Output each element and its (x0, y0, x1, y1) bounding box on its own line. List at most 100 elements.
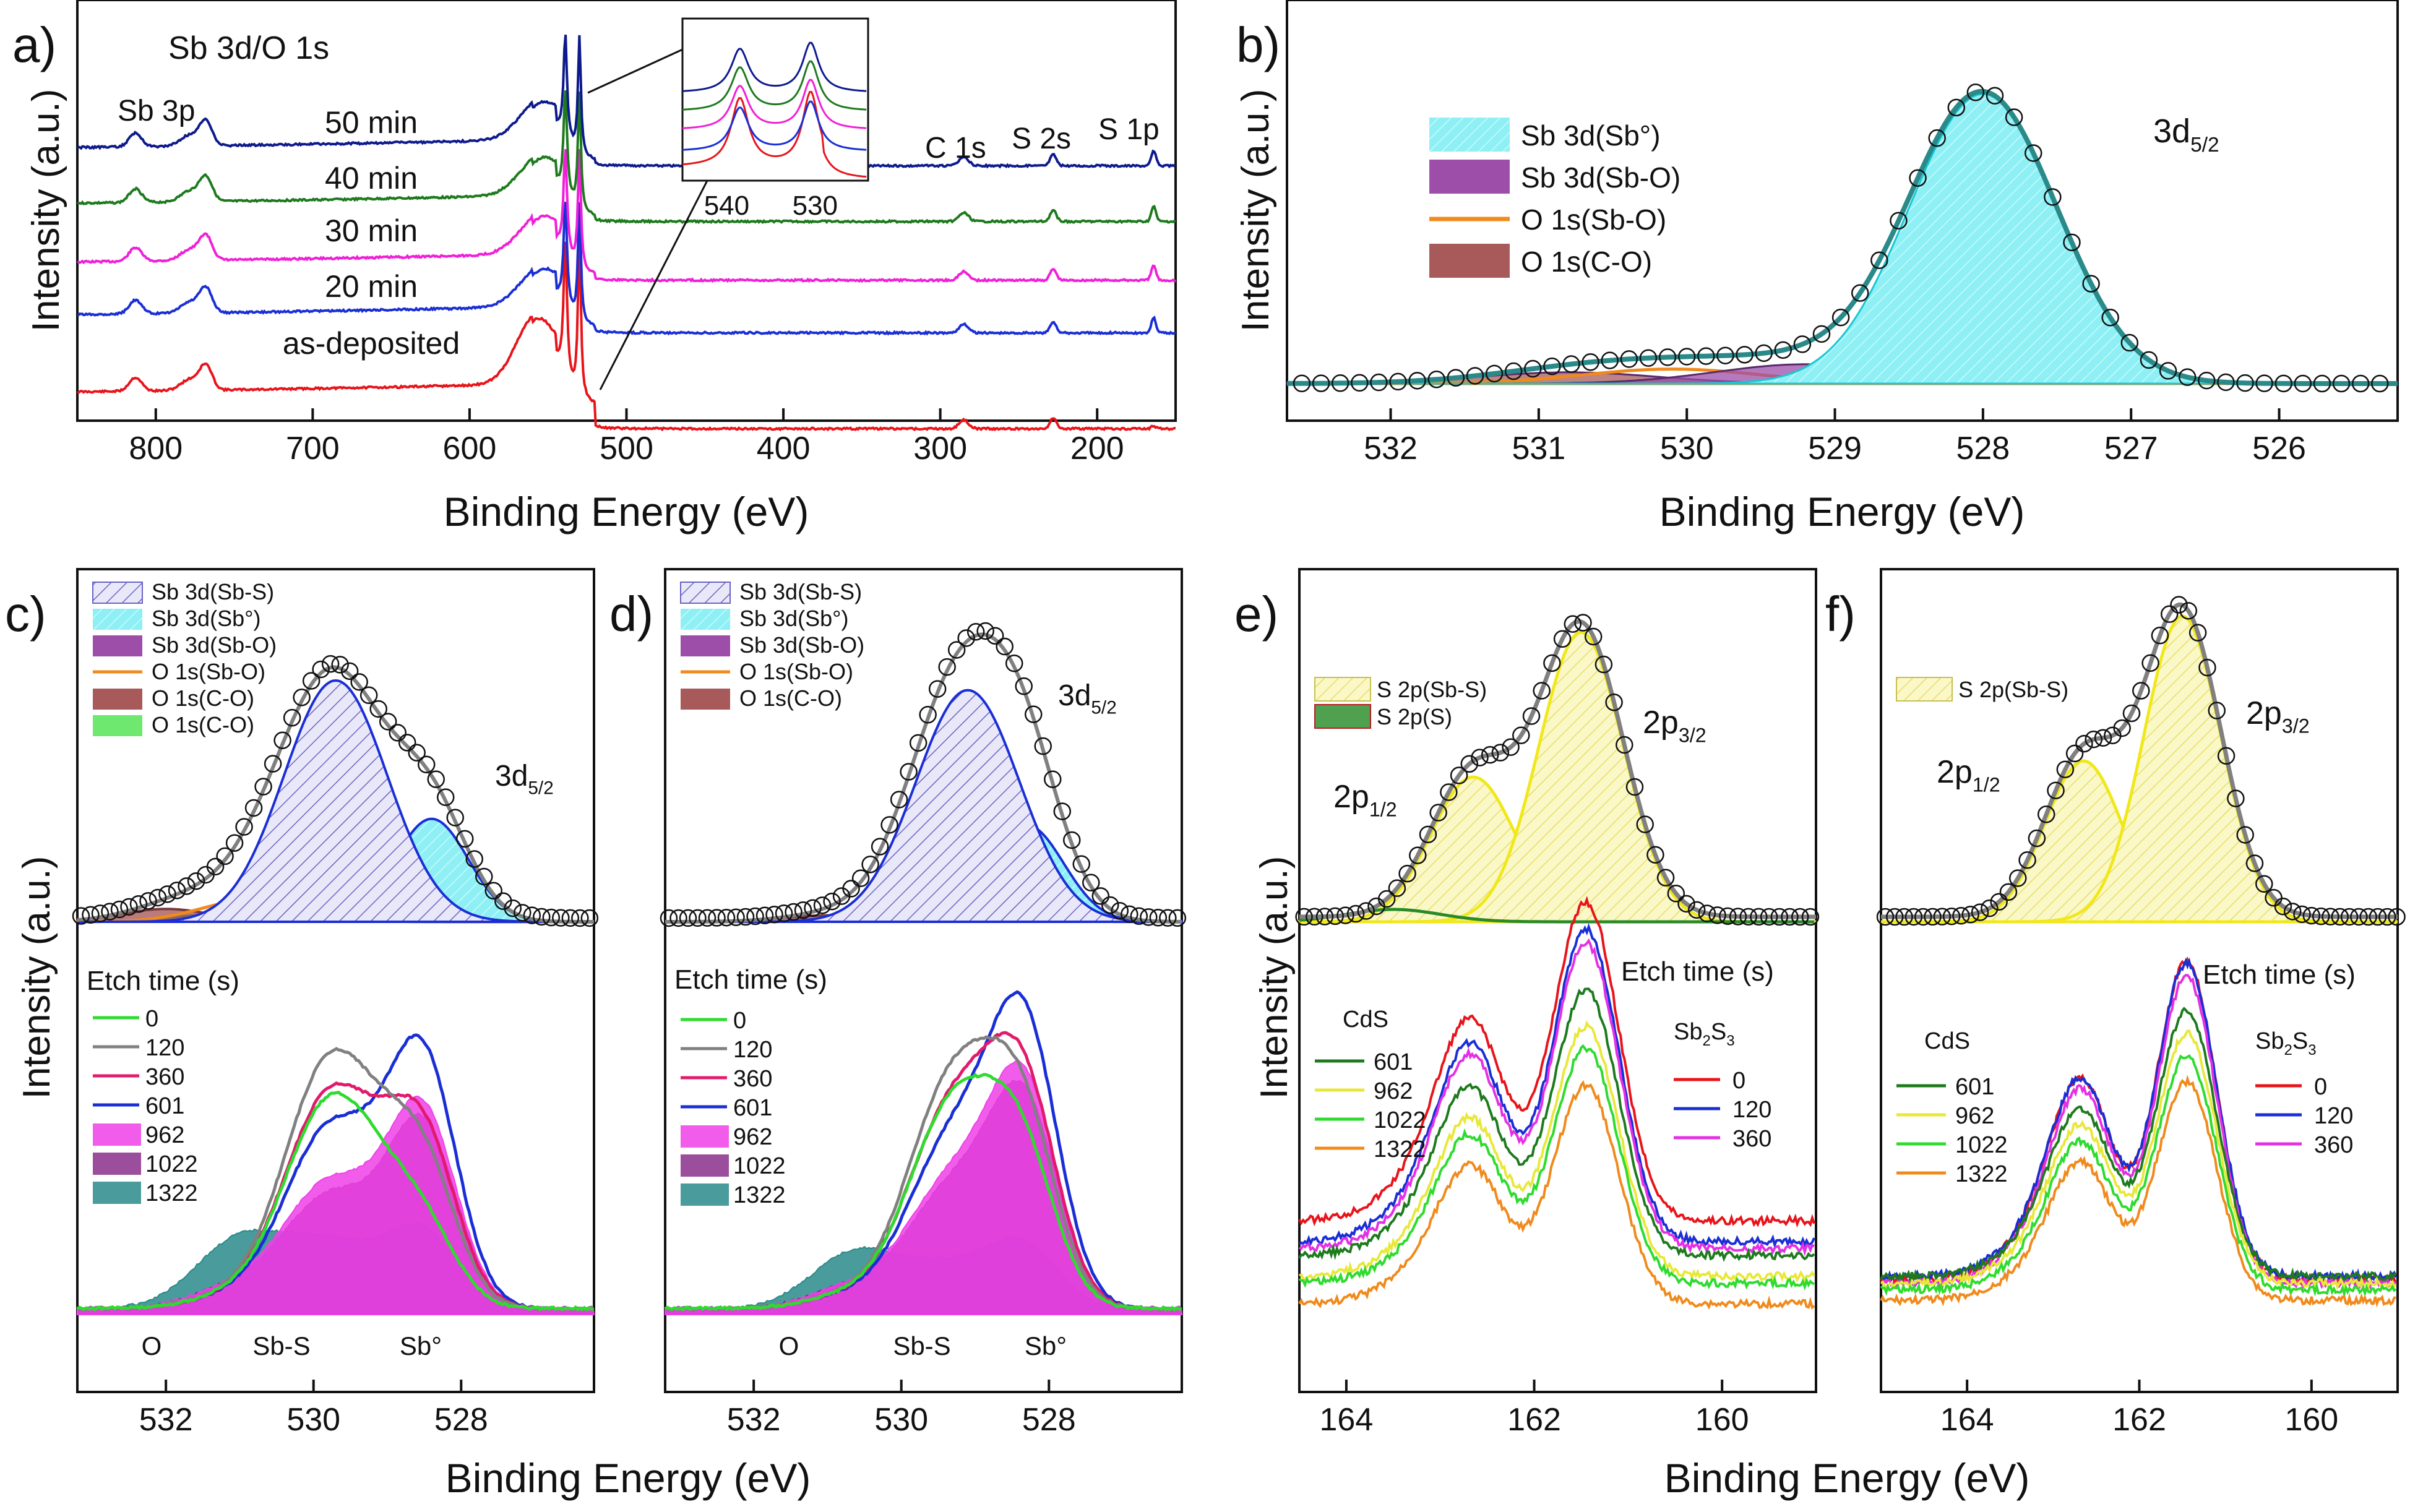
legend-label: O 1s(Sb-O) (152, 659, 265, 684)
data-point (1357, 902, 1375, 920)
data-point (427, 770, 445, 788)
data-point (717, 908, 736, 927)
axis-a-tick-label: 800 (129, 431, 183, 466)
axis-b-tick-label: 532 (1364, 431, 1418, 466)
data-point (456, 830, 474, 848)
data-point (2255, 374, 2273, 392)
data-point (1440, 783, 1458, 801)
data-point (1044, 770, 1062, 788)
data-point (1293, 374, 1311, 393)
axis-a-tick-label: 700 (286, 431, 340, 466)
legend-label: Sb 3d(Sb-O) (1521, 161, 1681, 194)
region-label: Sb-S (252, 1331, 310, 1360)
series-line-as-deposited (77, 234, 1176, 432)
data-point (321, 655, 340, 673)
data-point (1904, 908, 1923, 926)
data-point (1729, 908, 1747, 926)
inset-tick-label: 540 (704, 191, 749, 221)
data-point (1793, 335, 1812, 353)
data-point (1698, 904, 1716, 922)
legend-swatch (1429, 244, 1510, 278)
data-point (1331, 374, 1349, 392)
series-line-30-min (77, 148, 1177, 283)
etch-line-601 (1880, 1007, 2397, 1283)
data-point (1639, 349, 1658, 367)
data-point (976, 622, 994, 640)
etch-legend-label: 962 (145, 1122, 184, 1148)
axis-plotC-tick-label: 528 (434, 1402, 488, 1438)
common-xlabel-right: Binding Energy (eV) (1664, 1455, 2030, 1501)
data-point (2178, 368, 2197, 386)
component-Sb 3d(Sb-S) (665, 689, 1183, 923)
data-point (2313, 374, 2331, 393)
data-point (216, 847, 234, 866)
data-point (1831, 308, 1850, 327)
data-point (514, 904, 531, 922)
data-point (2018, 851, 2036, 869)
data-point (129, 895, 148, 913)
legend-swatch (681, 635, 730, 656)
data-point (2293, 905, 2311, 924)
etch-legend-label: 0 (733, 1008, 746, 1034)
legend-label: Sb 3d(Sb-S) (739, 579, 862, 604)
data-point (2208, 702, 2226, 719)
axis-a-tick-label: 500 (600, 431, 653, 466)
data-point (542, 908, 561, 927)
data-point (1755, 344, 1773, 363)
panel-e: 164 162 160 S 2p(Sb-S)S 2p(S) 2p1/2 2p3/2 Etch… (1234, 568, 1820, 1438)
data-point (2005, 108, 2023, 126)
data-point (2312, 907, 2330, 926)
panel-c: 532 530 528 Sb 3d(Sb-S)Sb 3d(Sb°)Sb 3d(Sb-O… (5, 568, 599, 1438)
data-point (139, 892, 157, 910)
data-point (178, 877, 196, 895)
data-point (1886, 908, 1904, 926)
data-point (2009, 869, 2027, 887)
data-point (1522, 707, 1541, 725)
axis-plotF-tick-label: 162 (2112, 1402, 2166, 1438)
axis-a-tick-label: 300 (913, 431, 967, 466)
data-point (2037, 805, 2055, 823)
data-point (842, 880, 860, 898)
data-point (1870, 251, 1888, 269)
axis-plotF-tick-label: 164 (1940, 1402, 1994, 1438)
etch-line-1322 (1880, 1075, 2396, 1308)
data-point (1620, 350, 1638, 368)
data-point (986, 627, 1004, 645)
data-point (823, 892, 841, 911)
data-point (689, 909, 707, 927)
envelope-line (1287, 88, 2398, 386)
data-point (1466, 367, 1484, 385)
legend-swatch (1314, 677, 1371, 702)
peak-label-c1s: C 1s (925, 132, 986, 165)
legend-swatch (93, 689, 142, 710)
legend-label: Sb 3d(Sb-S) (152, 579, 274, 604)
data-point (465, 850, 484, 868)
inset-line (682, 79, 867, 129)
data-point (1053, 802, 1072, 820)
envelope-line (665, 632, 1182, 924)
data-point (1770, 908, 1789, 926)
data-point (2198, 658, 2216, 677)
etch-line-0 (1298, 895, 1815, 1228)
data-point (1450, 767, 1468, 784)
legend-label: S 2p(S) (1377, 704, 1452, 729)
legend-label: O 1s(Sb-O) (1521, 204, 1666, 236)
data-point (1876, 908, 1895, 926)
etch-legend-swatch (681, 1125, 729, 1148)
data-point (1928, 129, 1946, 147)
data-point (1851, 284, 1869, 302)
data-point (2132, 682, 2150, 700)
data-point (1736, 346, 1754, 364)
cds-legend-label: 601 (1374, 1049, 1413, 1075)
data-point (2151, 626, 2169, 645)
axis-plotD-tick-label: 532 (727, 1402, 781, 1438)
data-point (1677, 895, 1695, 913)
data-point (1034, 737, 1052, 755)
inset-line (682, 41, 867, 92)
data-point (1091, 887, 1110, 905)
data-point (736, 908, 755, 926)
etch-legend-label: 360 (145, 1064, 184, 1090)
data-point (1947, 98, 1966, 117)
data-point (1005, 654, 1023, 672)
data-point (1408, 372, 1426, 390)
